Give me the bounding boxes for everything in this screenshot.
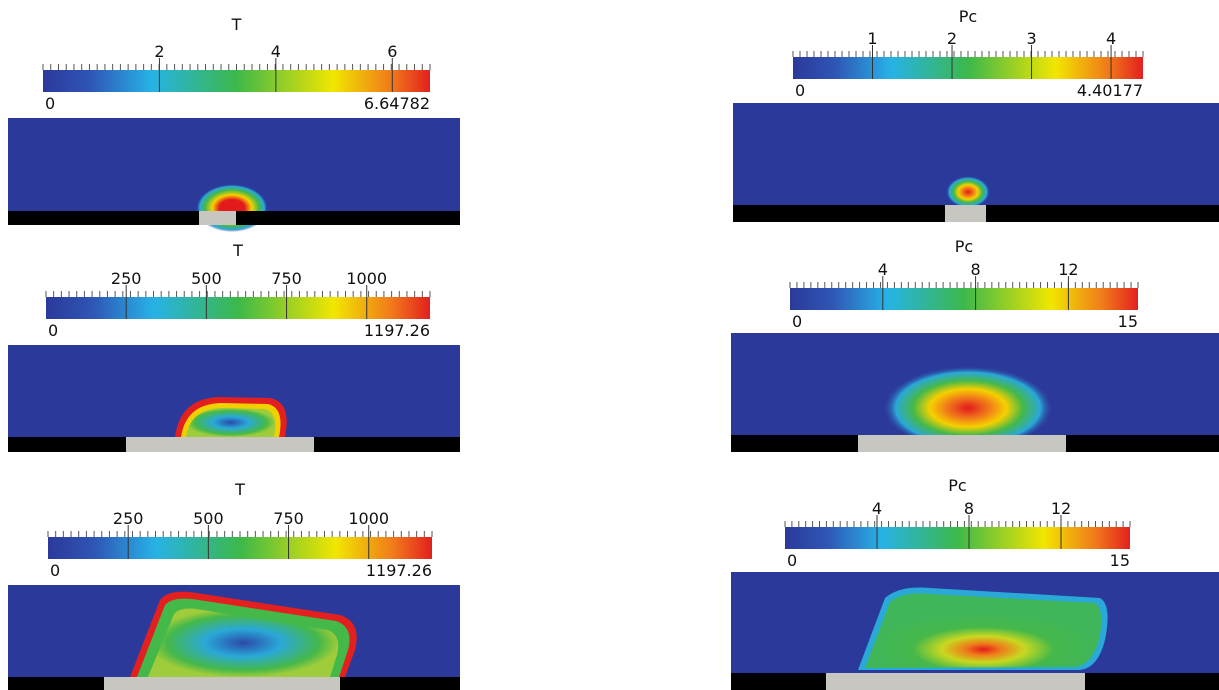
min-label: 0 [787,551,797,570]
tick-label: 250 [113,509,144,528]
min-label: 0 [48,321,58,340]
tick-label: 3 [1026,29,1036,48]
max-label: 4.40177 [1077,81,1143,100]
max-label: 6.64782 [364,94,430,113]
tick-label: 4 [1106,29,1116,48]
tick-label: 2 [154,42,164,61]
heater [126,437,314,452]
max-label: 1197.26 [366,561,432,580]
tick-label: 500 [193,509,224,528]
tick-label: 8 [971,260,981,279]
min-label: 0 [795,81,805,100]
tick-label: 4 [878,260,888,279]
min-label: 0 [50,561,60,580]
max-label: 1197.26 [364,321,430,340]
field-blob [883,366,1053,450]
colorbar-title: T [231,15,242,34]
colorbar-title: Pc [955,237,973,256]
field-blob [148,608,339,677]
tick-label: 750 [273,509,304,528]
tick-label: 750 [271,269,302,288]
colorbar [48,537,432,559]
colorbar [46,297,430,319]
max-label: 15 [1110,551,1130,570]
field-blob [186,408,276,437]
tick-label: 500 [191,269,222,288]
field-plots [8,103,1219,690]
field-blob [865,593,1102,668]
heater [199,211,236,225]
heater [826,673,1085,690]
colorbar [793,57,1143,79]
colorbar [790,288,1138,310]
min-label: 0 [792,312,802,331]
heater [104,677,340,690]
max-label: 15 [1118,312,1138,331]
tick-label: 1000 [348,509,389,528]
tick-label: 6 [387,42,397,61]
tick-label: 4 [872,499,882,518]
colorbar-title: Pc [959,7,977,26]
tick-label: 12 [1058,260,1078,279]
field-blob [946,176,990,208]
colorbar [43,70,430,92]
colorbar [785,527,1130,549]
min-label: 0 [45,94,55,113]
colorbar-title: T [234,480,245,499]
heater [945,205,986,222]
colorbar-title: Pc [948,476,966,495]
tick-label: 2 [947,29,957,48]
tick-label: 250 [111,269,142,288]
tick-label: 4 [271,42,281,61]
tick-label: 1 [867,29,877,48]
tick-label: 1000 [346,269,387,288]
tick-label: 8 [964,499,974,518]
tick-label: 12 [1051,499,1071,518]
heater [858,435,1066,452]
colorbar-title: T [232,241,243,260]
